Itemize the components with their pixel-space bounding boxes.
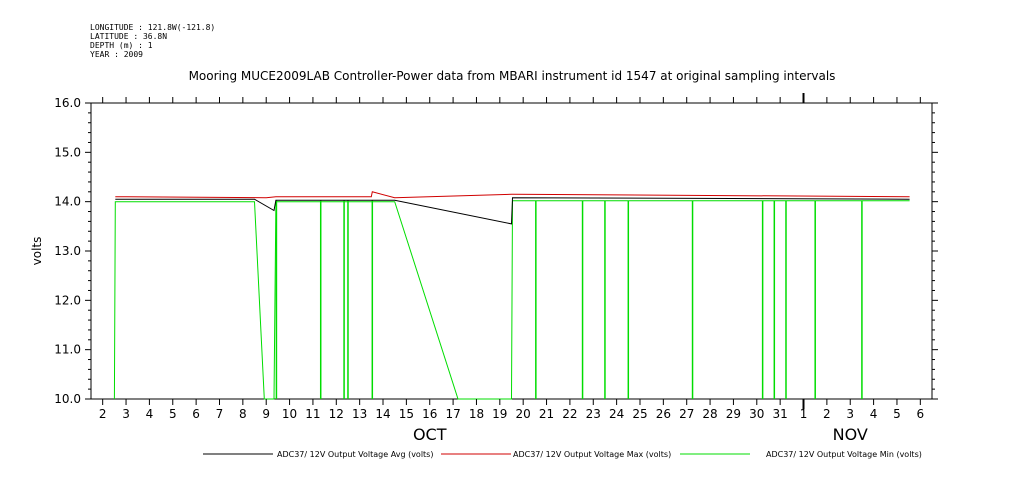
y-tick-label: 14.0 bbox=[54, 195, 81, 209]
x-tick-label: 21 bbox=[539, 407, 554, 421]
y-tick-label: 11.0 bbox=[54, 343, 81, 357]
x-tick-label: 9 bbox=[262, 407, 270, 421]
x-tick-label: 16 bbox=[422, 407, 437, 421]
x-tick-label: 27 bbox=[679, 407, 694, 421]
series-line bbox=[115, 197, 910, 225]
series-line bbox=[115, 191, 910, 199]
x-tick-label: 4 bbox=[146, 407, 154, 421]
x-tick-label: 14 bbox=[375, 407, 390, 421]
x-tick-label: 12 bbox=[329, 407, 344, 421]
x-tick-label: 30 bbox=[749, 407, 764, 421]
x-axis: 2 3 4 5 6 7 8 9 10 11 12 13 14 15 16 17 18 19 20 21 22 23 24 25… bbox=[99, 93, 924, 444]
x-tick-label: 18 bbox=[469, 407, 484, 421]
x-tick-label: 10 bbox=[282, 407, 297, 421]
metadata-block: LONGITUDE : 121.8W(-121.8) LATITUDE : 36… bbox=[90, 23, 215, 59]
x-tick-label: 7 bbox=[216, 407, 224, 421]
x-tick-label: 24 bbox=[609, 407, 624, 421]
x-tick-label: 17 bbox=[445, 407, 460, 421]
x-tick-label: 11 bbox=[305, 407, 320, 421]
x-tick-label: 19 bbox=[492, 407, 507, 421]
y-tick-label: 12.0 bbox=[54, 293, 81, 307]
x-tick-label: 22 bbox=[562, 407, 577, 421]
x-tick-label: 23 bbox=[586, 407, 601, 421]
legend-entry-label: ADC37/ 12V Output Voltage Min (volts) bbox=[766, 450, 922, 459]
year-text: YEAR : 2009 bbox=[90, 50, 143, 59]
x-tick-label: 5 bbox=[893, 407, 901, 421]
x-tick-label: 15 bbox=[399, 407, 414, 421]
longitude-text: LONGITUDE : 121.8W(-121.8) bbox=[90, 23, 216, 32]
x-tick-label: 5 bbox=[169, 407, 177, 421]
y-tick-label: 10.0 bbox=[54, 392, 81, 406]
series-layer bbox=[113, 191, 910, 400]
x-tick-label: 6 bbox=[192, 407, 200, 421]
y-axis-label: volts bbox=[30, 237, 44, 266]
x-tick-label: 25 bbox=[632, 407, 647, 421]
x-tick-label: 13 bbox=[352, 407, 367, 421]
y-axis: 10.0 11.0 12.0 13.0 14.0 15.0 16.0 bbox=[54, 96, 938, 406]
y-tick-label: 15.0 bbox=[54, 145, 81, 159]
x-tick-label: 4 bbox=[870, 407, 878, 421]
x-tick-label: 1 bbox=[800, 407, 808, 421]
chart-title: Mooring MUCE2009LAB Controller-Power dat… bbox=[189, 69, 836, 83]
x-tick-label: 2 bbox=[99, 407, 107, 421]
series-line bbox=[113, 200, 910, 400]
legend-entry-label: ADC37/ 12V Output Voltage Avg (volts) bbox=[277, 450, 433, 459]
y-tick-label: 16.0 bbox=[54, 96, 81, 110]
x-tick-label: 29 bbox=[726, 407, 741, 421]
x-tick-label: 31 bbox=[773, 407, 788, 421]
x-tick-label: 26 bbox=[656, 407, 671, 421]
x-month-label: OCT bbox=[413, 425, 447, 444]
x-tick-label: 28 bbox=[702, 407, 717, 421]
x-tick-label: 3 bbox=[846, 407, 854, 421]
x-tick-label: 2 bbox=[823, 407, 831, 421]
depth-text: DEPTH (m) : 1 bbox=[90, 41, 153, 50]
x-tick-label: 8 bbox=[239, 407, 247, 421]
legend-entry-label: ADC37/ 12V Output Voltage Max (volts) bbox=[513, 450, 671, 459]
legend: ADC37/ 12V Output Voltage Avg (volts) ADC… bbox=[203, 450, 922, 459]
latitude-text: LATITUDE : 36.8N bbox=[90, 32, 168, 41]
x-tick-label: 20 bbox=[516, 407, 531, 421]
x-tick-label: 6 bbox=[916, 407, 924, 421]
x-month-label: NOV bbox=[833, 425, 868, 444]
y-tick-label: 13.0 bbox=[54, 244, 81, 258]
x-tick-label: 3 bbox=[122, 407, 130, 421]
